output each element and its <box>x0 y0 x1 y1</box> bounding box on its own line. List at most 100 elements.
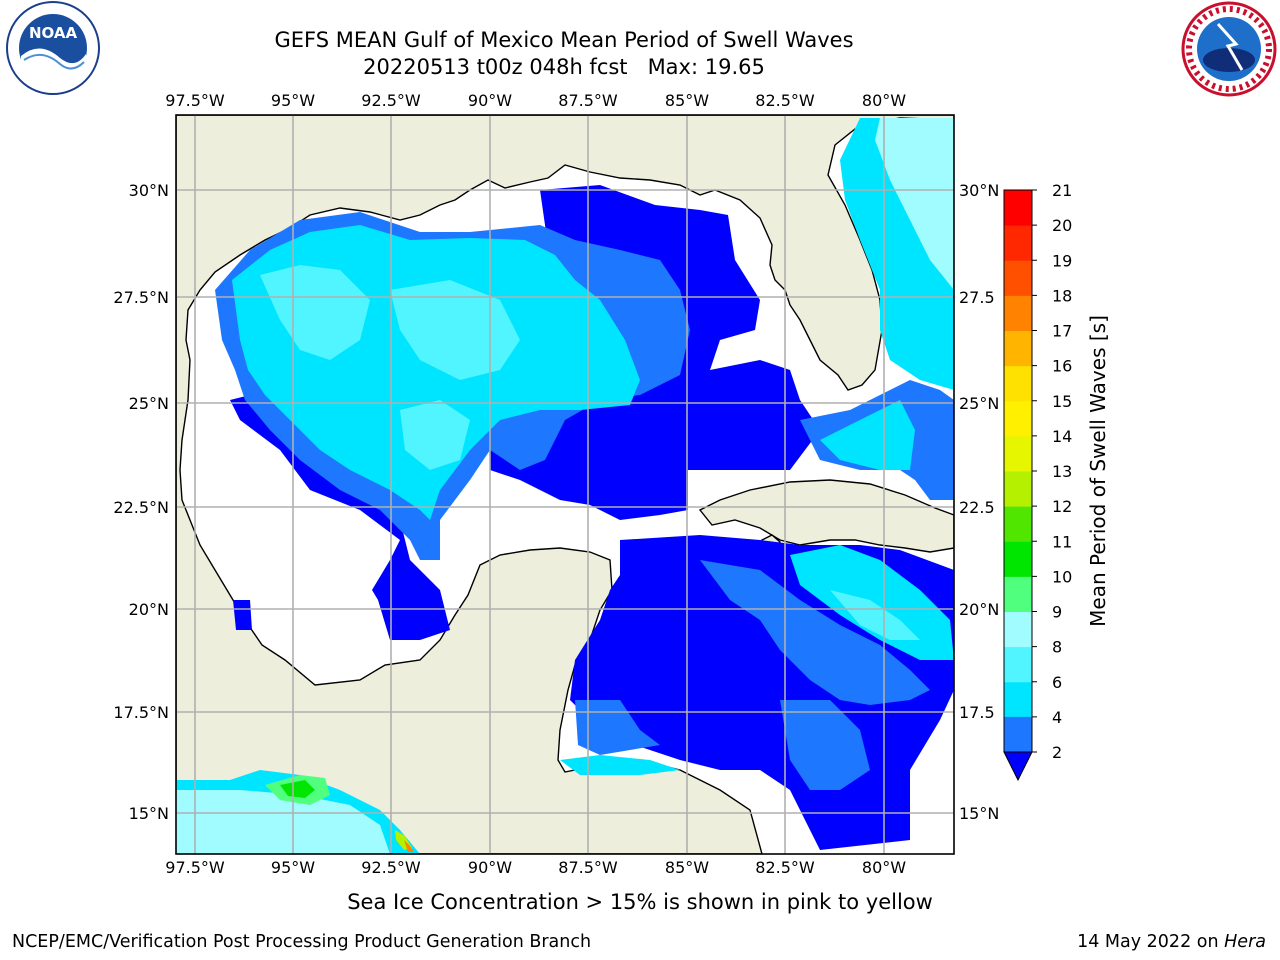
colorbar-segment <box>1004 716 1032 752</box>
field-2s-small-patch <box>233 600 252 630</box>
host-name: Hera <box>1224 932 1266 952</box>
colorbar-tick-label: 16 <box>1052 357 1072 376</box>
colorbar-segment <box>1004 260 1032 296</box>
colorbar-segment <box>1004 225 1032 261</box>
lat-label: 15°N <box>129 804 169 823</box>
colorbar-tick-label: 11 <box>1052 532 1072 551</box>
colorbar-segment <box>1004 295 1032 331</box>
lon-label: 97.5°W <box>165 91 225 110</box>
field-6s-honduras-coast <box>560 755 680 775</box>
colorbar-segment <box>1004 541 1032 577</box>
date-text: 14 May 2022 on <box>1077 932 1225 952</box>
lat-label: 22.5°N <box>113 498 169 517</box>
lon-label: 97.5°W <box>165 858 225 877</box>
colorbar-segment <box>1004 190 1032 226</box>
colorbar-segment <box>1004 330 1032 367</box>
lon-label: 80°W <box>862 858 906 877</box>
colorbar-tick-label: 8 <box>1052 638 1062 657</box>
lon-label: 95°W <box>271 858 315 877</box>
colorbar-ticks: 2 4 6 8 9 10 11 12 13 14 15 16 17 18 19 20 21 <box>1032 181 1072 762</box>
lat-label: 17.5°N <box>113 703 169 722</box>
colorbar-segment <box>1004 646 1032 683</box>
lon-label: 87.5°W <box>558 91 618 110</box>
lat-label: 22.5 <box>959 498 995 517</box>
swell-period-field <box>176 118 954 854</box>
lat-label: 15°N <box>959 804 999 823</box>
colorbar <box>1003 189 1033 782</box>
colorbar-segment <box>1004 471 1032 507</box>
colorbar-tick-label: 21 <box>1052 181 1072 200</box>
field-9s-pacific-strip <box>176 790 390 854</box>
lon-label: 82.5°W <box>755 91 815 110</box>
field-11s-tehuantepec <box>280 780 315 798</box>
lat-label: 30°N <box>959 181 999 200</box>
colorbar-tick-label: 20 <box>1052 216 1072 235</box>
lat-label: 20°N <box>129 600 169 619</box>
map-panel <box>176 115 954 854</box>
colorbar-tick-label: 10 <box>1052 567 1072 586</box>
colorbar-segment <box>1004 611 1032 648</box>
gridlines <box>176 115 954 854</box>
colorbar-segment <box>1004 365 1032 402</box>
lat-label: 17.5 <box>959 703 995 722</box>
lat-label: 25°N <box>129 394 169 413</box>
field-8s-atlantic <box>875 118 954 290</box>
colorbar-tick-label: 14 <box>1052 427 1072 446</box>
colorbar-label: Mean Period of Swell Waves [s] <box>1086 315 1110 627</box>
svg-text:NOAA: NOAA <box>29 24 78 42</box>
colorbar-segment <box>1004 435 1032 472</box>
lon-label: 90°W <box>468 91 512 110</box>
field-8s-caribbean-streak <box>830 590 920 640</box>
land-cuba <box>698 479 954 553</box>
lon-label: 87.5°W <box>558 858 618 877</box>
colorbar-tick-label: 2 <box>1052 743 1062 762</box>
field-6s-florida-keys <box>820 400 915 470</box>
lat-label: 20°N <box>959 600 999 619</box>
field-18s-coast <box>404 840 414 852</box>
field-2s-west-gulf <box>230 390 450 640</box>
lon-labels-bottom: 97.5°W 95°W 92.5°W 90°W 87.5°W 85°W 82.5… <box>165 858 906 877</box>
lon-label: 80°W <box>862 91 906 110</box>
colorbar-segment <box>1004 506 1032 542</box>
lon-label: 85°W <box>665 858 709 877</box>
lat-label: 27.5 <box>959 288 995 307</box>
date-stamp: 14 May 2022 on Hera <box>1077 932 1266 952</box>
field-8s-gulf-patch-b <box>390 280 520 380</box>
field-8s-gulf-patch-c <box>400 400 470 470</box>
colorbar-tick-label: 18 <box>1052 286 1072 305</box>
nws-logo <box>1178 0 1280 100</box>
lat-label: 27.5°N <box>113 288 169 307</box>
colorbar-tick-label: 13 <box>1052 462 1072 481</box>
colorbar-tick-label: 19 <box>1052 251 1072 270</box>
lon-label: 85°W <box>665 91 709 110</box>
colorbar-tick-label: 17 <box>1052 322 1072 341</box>
field-4s-honduras <box>575 700 660 755</box>
field-4s-south-caribbean <box>780 700 870 790</box>
lon-label: 92.5°W <box>361 91 421 110</box>
colorbar-segment <box>1004 400 1032 437</box>
colorbar-segment <box>1004 576 1032 612</box>
colorbar-segment <box>1004 681 1032 718</box>
map-frame <box>175 114 955 855</box>
colorbar-tick-label: 6 <box>1052 673 1062 692</box>
lat-labels-left: 30°N 27.5°N 25°N 22.5°N 20°N 17.5°N 15°N <box>113 181 169 823</box>
lon-label: 82.5°W <box>755 858 815 877</box>
lat-label: 30°N <box>129 181 169 200</box>
lon-labels-top: 97.5°W 95°W 92.5°W 90°W 87.5°W 85°W 82.5… <box>165 91 906 110</box>
lon-label: 92.5°W <box>361 858 421 877</box>
field-8s-gulf-patch-a <box>260 265 370 360</box>
colorbar-tick-label: 15 <box>1052 392 1072 411</box>
colorbar-tick-label: 12 <box>1052 497 1072 516</box>
colorbar-tick-label: 9 <box>1052 603 1062 622</box>
sea-ice-note: Sea Ice Concentration > 15% is shown in … <box>347 890 933 914</box>
map-title: GEFS MEAN Gulf of Mexico Mean Period of … <box>274 28 854 52</box>
field-4s-caribbean <box>700 560 930 705</box>
credit-line: NCEP/EMC/Verification Post Processing Pr… <box>12 932 592 952</box>
colorbar-extend-min <box>1003 751 1033 782</box>
map-subtitle: 20220513 t00z 048h fcst Max: 19.65 <box>363 55 765 79</box>
lat-labels-right: 30°N 27.5 25°N 22.5 20°N 17.5 15°N <box>959 181 999 823</box>
lon-label: 90°W <box>468 858 512 877</box>
colorbar-tick-label: 4 <box>1052 708 1062 727</box>
lat-label: 25°N <box>959 394 999 413</box>
